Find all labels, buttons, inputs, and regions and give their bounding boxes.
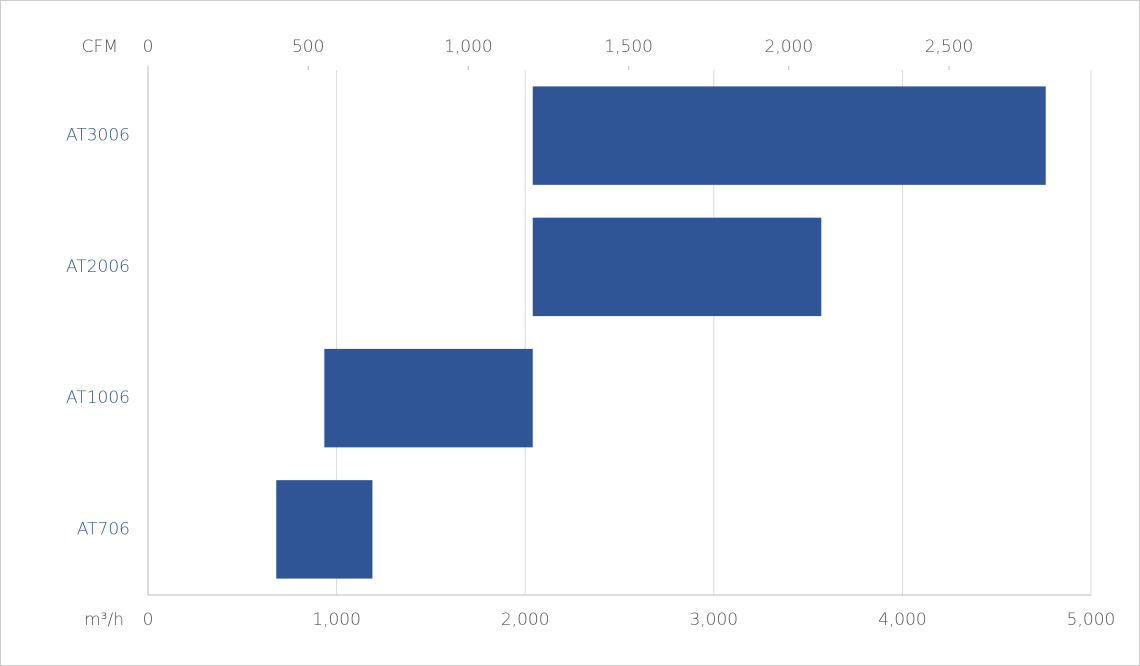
- y-tick-label: AT1006: [66, 388, 130, 408]
- bar: [276, 480, 373, 579]
- bar: [532, 217, 822, 317]
- x-tick-label: 0: [143, 610, 154, 630]
- x-tick-label: 5,000: [1067, 610, 1116, 630]
- x-axis-label: m³/h: [84, 610, 124, 630]
- y-tick-label: AT3006: [66, 126, 130, 146]
- y-tick-label: AT2006: [66, 257, 130, 277]
- x2-tick-label: 2,500: [925, 37, 974, 57]
- x-tick-label: 4,000: [878, 610, 927, 630]
- x2-tick-label: 0: [143, 37, 154, 57]
- x2-tick-label: 500: [292, 37, 324, 57]
- x-tick-label: 1,000: [312, 610, 361, 630]
- x2-tick-label: 2,000: [765, 37, 814, 57]
- x-tick-label: 3,000: [689, 610, 738, 630]
- bar: [324, 348, 533, 448]
- x2-axis-label: CFM: [82, 37, 118, 57]
- x-tick-label: 2,000: [501, 610, 550, 630]
- bar: [532, 86, 1046, 185]
- y-tick-label: AT706: [77, 519, 130, 539]
- x2-tick-label: 1,000: [444, 37, 493, 57]
- x2-tick-label: 1,500: [604, 37, 653, 57]
